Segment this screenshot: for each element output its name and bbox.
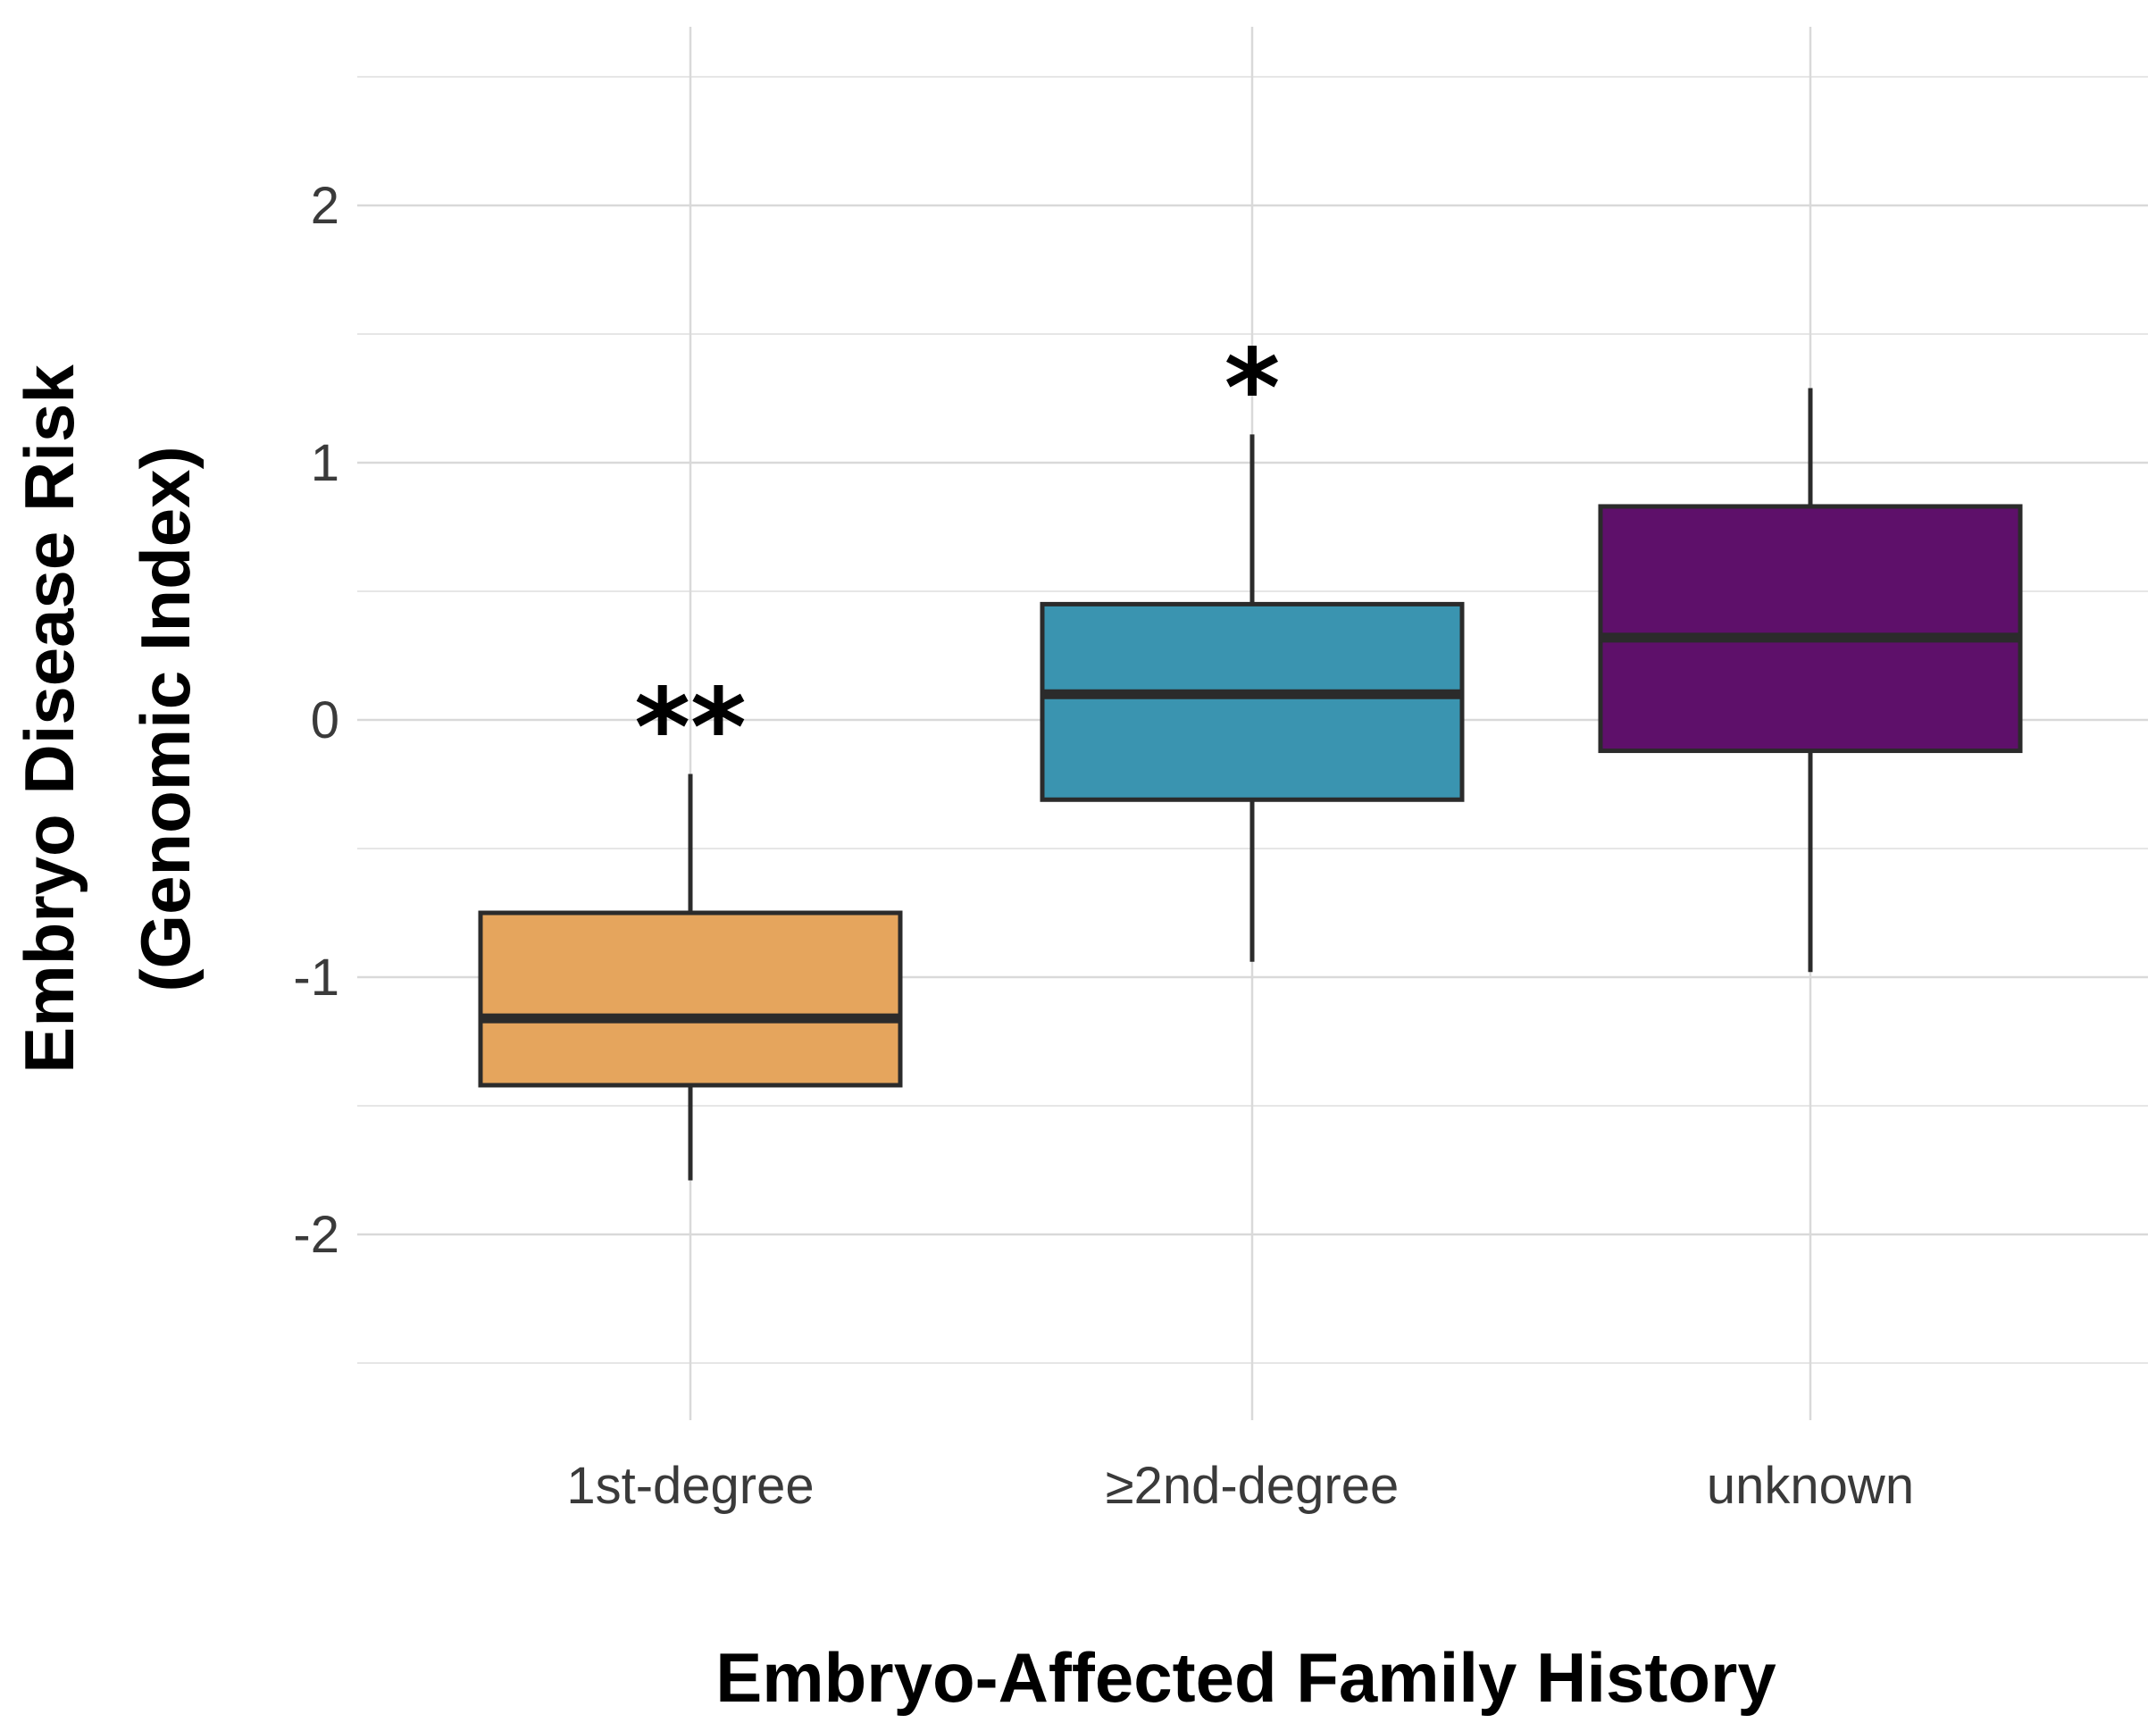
y-tick-label: 2 (311, 177, 339, 235)
significance-marker: ** (634, 666, 747, 790)
x-tick-labels: 1st-degree ≥2nd-degree unknown (566, 1457, 1914, 1515)
boxes (478, 388, 2023, 1181)
significance-marker: * (1224, 327, 1281, 451)
y-axis-title: Embryo Disease Risk (Genomic Index) (10, 364, 205, 1074)
y-tick-labels: -2 -1 0 1 2 (293, 177, 339, 1264)
y-tick-label: 1 (311, 434, 339, 492)
x-axis-title: Embryo-Affected Family History (715, 1638, 1776, 1717)
x-tick-label: ≥2nd-degree (1106, 1457, 1400, 1515)
x-tick-label: 1st-degree (566, 1457, 814, 1515)
iqr-box (1040, 601, 1465, 802)
box-group (1598, 388, 2023, 973)
iqr-box (478, 910, 903, 1088)
x-tick-label: unknown (1707, 1457, 1914, 1515)
y-axis-title-line2: (Genomic Index) (126, 446, 205, 991)
y-tick-label: -2 (293, 1206, 339, 1264)
y-axis-title-line1: Embryo Disease Risk (10, 364, 88, 1074)
y-tick-label: 0 (311, 691, 339, 749)
y-tick-label: -1 (293, 949, 339, 1007)
significance-markers: *** (634, 327, 1280, 790)
box-group (1040, 434, 1465, 962)
iqr-box (1598, 504, 2023, 754)
box-group (478, 774, 903, 1181)
